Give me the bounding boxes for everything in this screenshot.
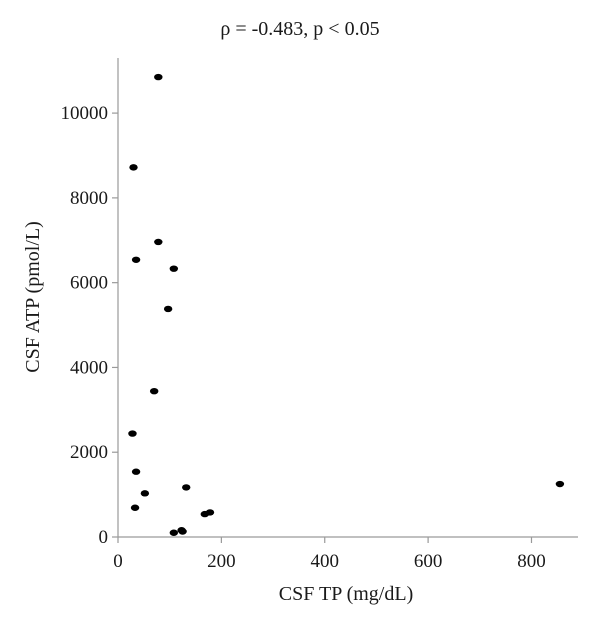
- x-axis-label: CSF TP (mg/dL): [279, 583, 413, 605]
- data-point: [163, 305, 173, 313]
- data-point: [555, 480, 565, 488]
- data-point: [128, 430, 137, 437]
- x-tick-label: 200: [207, 551, 236, 572]
- data-point: [169, 265, 179, 272]
- data-point: [131, 256, 141, 263]
- y-tick-label: 10000: [61, 103, 109, 124]
- x-tick-label: 0: [113, 551, 123, 572]
- data-point: [182, 484, 191, 491]
- data-point: [129, 164, 138, 171]
- data-point: [169, 529, 179, 536]
- y-tick-label: 2000: [70, 442, 108, 463]
- data-point: [154, 238, 163, 246]
- y-tick-label: 4000: [70, 357, 108, 378]
- y-axis-label: CSF ATP (pmol/L): [22, 221, 44, 373]
- y-tick-label: 0: [99, 527, 109, 548]
- y-tick-label: 6000: [70, 273, 108, 294]
- data-point: [130, 504, 140, 511]
- x-tick-label: 400: [310, 551, 339, 572]
- x-tick-label: 800: [517, 551, 546, 572]
- data-point: [154, 73, 163, 81]
- data-point: [149, 387, 159, 395]
- data-point: [178, 528, 187, 535]
- y-tick-label: 8000: [70, 188, 108, 209]
- x-tick-label: 600: [414, 551, 443, 572]
- data-points: [128, 73, 565, 536]
- data-point: [205, 509, 215, 516]
- data-point: [140, 490, 150, 497]
- data-point: [131, 468, 141, 475]
- chart-title: ρ = -0.483, p < 0.05: [220, 18, 380, 40]
